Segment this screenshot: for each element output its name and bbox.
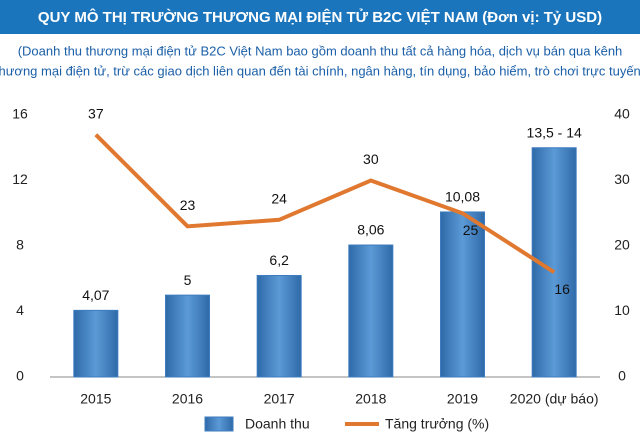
bar-value-label: 4,07 <box>82 287 109 303</box>
bar <box>73 309 119 378</box>
y-tick-label: 8 <box>16 237 24 253</box>
bar-value-label: 5 <box>184 272 192 288</box>
subtitle: (Doanh thu thương mại điện tử B2C Việt N… <box>18 43 623 58</box>
x-tick-label: 2018 <box>355 391 386 407</box>
y2-tick-label: 40 <box>614 106 630 122</box>
line-value-label: 24 <box>271 191 287 207</box>
line-value-label: 16 <box>554 281 570 297</box>
bar <box>256 274 302 378</box>
subtitle: thương mại điện tử, trừ các giao dịch li… <box>0 63 640 78</box>
title-banner <box>0 0 640 34</box>
line <box>94 133 556 274</box>
x-tick-label: 2015 <box>80 391 111 407</box>
bar <box>165 294 210 378</box>
line-value-label: 25 <box>463 222 479 238</box>
x-tick-label: 2020 (dự báo) <box>510 391 599 407</box>
y2-tick-label: 30 <box>614 171 630 187</box>
bar <box>440 211 485 378</box>
bar-value-label: 8,06 <box>357 222 384 238</box>
bar-value-label: 13,5 - 14 <box>527 124 582 140</box>
line-value-label: 23 <box>180 197 196 213</box>
x-tick-label: 2019 <box>447 391 478 407</box>
bar-value-label: 6,2 <box>269 252 289 268</box>
legend-swatch <box>204 416 234 432</box>
y2-tick-label: 20 <box>614 237 630 253</box>
x-tick-label: 2017 <box>264 391 295 407</box>
y-tick-label: 12 <box>12 171 28 187</box>
y2-tick-label: 0 <box>618 368 626 384</box>
x-tick-label: 2016 <box>172 391 203 407</box>
line-value-label: 30 <box>363 151 379 167</box>
bar-value-label: 10,08 <box>445 189 480 205</box>
bar <box>348 244 394 378</box>
legend-label: Tăng trưởng (%) <box>385 416 489 432</box>
chart-title: QUY MÔ THỊ TRƯỜNG THƯƠNG MẠI ĐIỆN TỬ B2C… <box>38 8 602 26</box>
line-value-label: 37 <box>88 105 104 121</box>
y2-tick-label: 10 <box>614 302 630 318</box>
y-tick-label: 0 <box>16 368 24 384</box>
y-tick-label: 16 <box>12 106 28 122</box>
y-tick-label: 4 <box>16 302 24 318</box>
legend-label: Doanh thu <box>245 416 310 432</box>
